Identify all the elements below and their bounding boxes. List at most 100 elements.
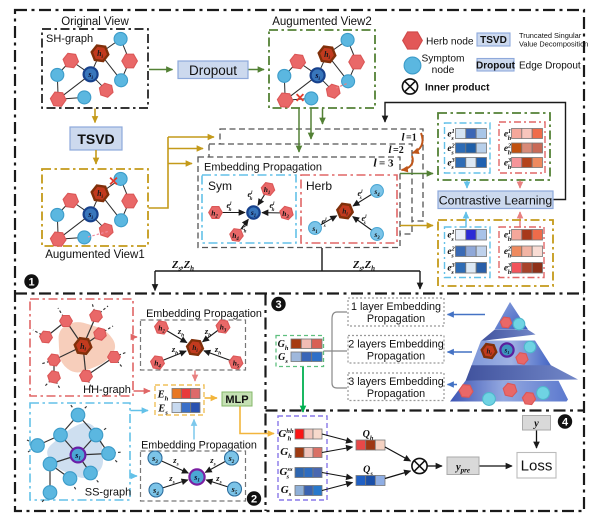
svg-text:h1: h1 (264, 185, 271, 196)
svg-text:h4: h4 (154, 358, 161, 369)
svg-text:e3s: e3 s (447, 158, 454, 171)
svg-text:e1s: e1 s (447, 230, 454, 243)
svg-text:=2: =2 (393, 145, 404, 156)
svg-text:Qh: Qh (363, 429, 374, 442)
svg-text:=1: =1 (406, 133, 417, 144)
svg-text:s2: s2 (228, 454, 235, 465)
svg-text:hi: hi (80, 342, 86, 353)
svg-text:Embedding Propagation: Embedding Propagation (141, 440, 257, 452)
svg-text:hi: hi (342, 207, 348, 218)
svg-text:e2h: e2 h (504, 247, 512, 260)
svg-text:zs: zs (168, 473, 174, 486)
svg-text:elh: el h (269, 201, 275, 213)
svg-text:hi: hi (324, 50, 330, 61)
svg-text:s3: s3 (151, 454, 158, 465)
svg-text:4: 4 (562, 416, 569, 428)
svg-text:s1: s1 (250, 208, 256, 219)
svg-text:e3h: e3 h (504, 263, 512, 276)
svg-text:1 layer Embedding: 1 layer Embedding (351, 301, 441, 313)
svg-text:e1h: e1 h (504, 230, 512, 243)
svg-text:Inner product: Inner product (425, 83, 490, 94)
svg-text:Dropout: Dropout (189, 63, 237, 78)
svg-text:zs: zs (209, 455, 215, 468)
svg-text:= 3: = 3 (379, 158, 394, 170)
svg-text:3 layers Embedding: 3 layers Embedding (348, 376, 443, 388)
svg-text:Dropout: Dropout (476, 61, 516, 72)
svg-text:SS-graph: SS-graph (85, 487, 131, 499)
svg-text:Loss: Loss (521, 458, 553, 475)
svg-text:node: node (432, 65, 455, 76)
svg-text:si: si (87, 210, 93, 221)
svg-text:Gs: Gs (281, 484, 292, 498)
svg-text:Gh: Gh (278, 339, 289, 352)
svg-text:zh: zh (177, 326, 184, 339)
svg-text:hi: hi (97, 49, 103, 60)
svg-text:3: 3 (275, 299, 281, 311)
svg-text:s4: s4 (373, 187, 380, 198)
svg-text:e1s: e1 s (447, 129, 454, 142)
svg-text:zh: zh (214, 344, 221, 357)
svg-text:Herb node: Herb node (426, 37, 474, 48)
svg-text:e3s: e3 s (447, 263, 454, 276)
svg-text:Es: Es (157, 404, 168, 417)
svg-text:e3h: e3 h (504, 158, 512, 171)
svg-text:e2s: e2 s (447, 144, 454, 157)
svg-text:els: el s (322, 217, 328, 229)
svg-text:Truncated Singular: Truncated Singular (519, 31, 582, 40)
svg-text:1: 1 (28, 276, 34, 288)
svg-text:Propagation: Propagation (367, 313, 425, 325)
svg-text:Sym: Sym (208, 179, 232, 193)
svg-text:Edge Dropout: Edge Dropout (519, 61, 581, 72)
svg-text:Contrastive Learning: Contrastive Learning (439, 194, 553, 208)
svg-text:s1: s1 (74, 451, 81, 462)
svg-text:Augumented View2: Augumented View2 (272, 16, 372, 28)
svg-text:h2: h2 (158, 323, 165, 334)
svg-text:elh: el h (247, 190, 253, 202)
svg-text:Embedding Propagation: Embedding Propagation (146, 308, 262, 320)
svg-text:TSVD: TSVD (480, 35, 507, 46)
svg-text:elh: el h (226, 201, 232, 213)
svg-text:Zs,Zh: Zs,Zh (352, 260, 375, 273)
svg-text:l: l (373, 156, 377, 170)
svg-text:s1: s1 (311, 224, 317, 235)
svg-text:l: l (388, 144, 392, 156)
svg-text:s5: s5 (231, 485, 238, 496)
svg-text:Gs: Gs (278, 352, 288, 365)
svg-text:l: l (401, 132, 405, 144)
svg-text:Herb: Herb (306, 179, 332, 193)
svg-text:Gh: Gh (280, 446, 292, 460)
svg-text:si: si (87, 70, 93, 81)
svg-text:si: si (314, 71, 320, 82)
svg-text:Symptom: Symptom (421, 54, 464, 65)
svg-text:zh: zh (171, 344, 178, 357)
svg-text:els: el s (358, 189, 364, 201)
svg-text:hi: hi (192, 343, 198, 354)
svg-text:zh: zh (204, 326, 211, 339)
svg-text:Qs: Qs (363, 465, 373, 478)
svg-text:zs: zs (215, 473, 221, 486)
svg-text:TSVD: TSVD (77, 131, 114, 147)
svg-text:h2: h2 (211, 208, 218, 219)
svg-text:2: 2 (251, 493, 257, 505)
svg-text:e2s: e2 s (447, 247, 454, 260)
svg-text:h4: h4 (232, 231, 239, 242)
svg-text:s3: s3 (373, 230, 380, 241)
svg-text:s1: s1 (504, 347, 510, 356)
svg-text:Original View: Original View (61, 16, 129, 28)
svg-text:Value Decomposition: Value Decomposition (519, 40, 588, 49)
svg-text:hi: hi (97, 189, 103, 200)
svg-text:SH-graph: SH-graph (46, 33, 93, 45)
svg-text:s1: s1 (193, 473, 200, 484)
svg-text:Augumented View1: Augumented View1 (45, 249, 145, 261)
svg-text:2 layers Embedding: 2 layers Embedding (348, 339, 443, 351)
svg-text:zs: zs (172, 455, 178, 468)
svg-text:s4: s4 (152, 486, 159, 497)
svg-text:Embedding Propagation: Embedding Propagation (204, 162, 322, 174)
svg-text:h3: h3 (220, 322, 227, 333)
svg-text:els: el s (362, 214, 368, 226)
svg-text:h3: h3 (282, 209, 289, 220)
svg-text:Zs,Zh: Zs,Zh (171, 260, 194, 273)
svg-text:y: y (532, 419, 539, 430)
svg-text:e1h: e1 h (504, 129, 512, 142)
